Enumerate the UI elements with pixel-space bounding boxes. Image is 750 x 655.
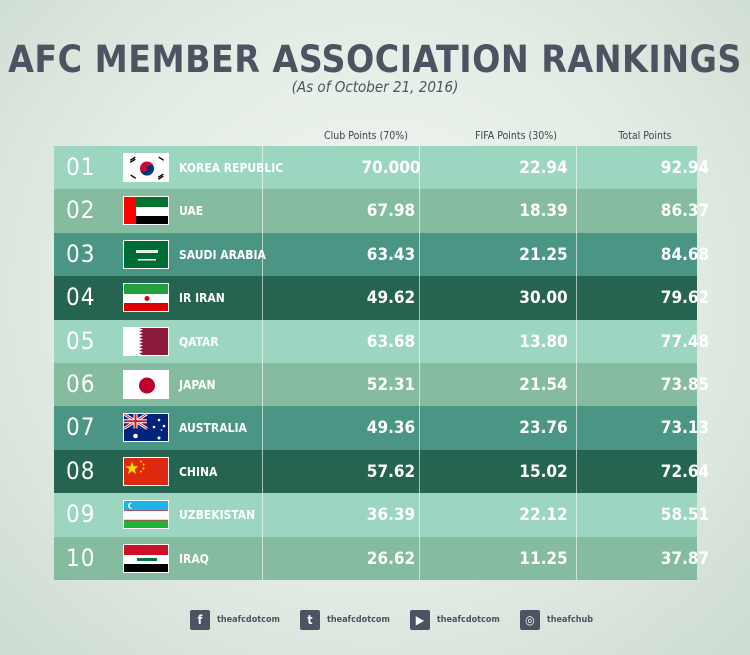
club-points-value: 57.62 [366,461,416,482]
social-handle: theafcdotcom [436,615,500,625]
club-points-value: 49.62 [366,288,416,309]
country-name: UAE [179,204,204,219]
country-name: KOREA REPUBLIC [179,161,284,175]
social-link[interactable]: f theafcdotcom [190,610,280,630]
ranking-row: 03 SAUDI ARABIA 63.43 21.25 84.68 [54,232,709,277]
social-link[interactable]: ◎ theafchub [519,610,594,630]
saudi-flag [123,239,169,269]
instagram-icon: ◎ [519,610,540,630]
fifa-points-value: 22.12 [519,505,568,526]
fifa-points-value: 23.76 [519,418,568,439]
country-name: UZBEKISTAN [179,508,256,523]
social-handle: theafcdotcom [326,615,390,625]
social-link[interactable]: t theafcdotcom [299,610,390,630]
ranking-row: 05 QATAR 63.68 13.80 77.48 [54,319,709,363]
rank-number: 02 [66,196,96,225]
club-points-value: 36.39 [366,505,416,526]
rank-number: 06 [66,370,96,398]
club-points-value: 52.31 [366,375,416,395]
club-points-value: 63.43 [366,244,416,265]
country-name: JAPAN [179,378,216,392]
iran-flag [123,283,169,313]
youtube-icon: ▶ [409,610,430,630]
total-points-value: 73.13 [660,418,710,439]
china-flag [123,456,169,486]
fifa-points-value: 13.80 [519,331,568,352]
country-name: SAUDI ARABIA [179,247,266,262]
rankings-table: 01 KOREA REPUBLIC 70.000 22.94 92.94 02 UAE 67.… [54,146,709,580]
australia-flag [123,413,169,443]
country-name: CHINA [179,464,218,479]
column-header-club-points: Club Points (70%) [324,130,408,142]
column-divider [419,146,420,580]
ranking-row: 08 CHINA 57.62 15.02 72.64 [54,449,709,494]
social-handle: theafcdotcom [217,615,280,625]
uzbekistan-flag [123,500,169,530]
total-points-value: 73.85 [660,375,710,395]
rank-number: 07 [66,413,96,442]
rank-number: 05 [66,326,96,355]
total-points-value: 37.87 [660,548,710,569]
ranking-row: 07 AUSTRALIA 49.36 23.76 73.13 [54,406,709,450]
fifa-points-value: 30.00 [519,288,568,309]
page-subtitle: (As of October 21, 2016) [291,78,459,96]
club-points-value: 67.98 [366,201,416,222]
japan-flag [123,370,169,399]
column-header-total-points: Total Points [618,130,672,142]
total-points-value: 92.94 [660,158,710,178]
rank-number: 09 [66,500,96,529]
total-points-value: 84.68 [660,244,710,265]
column-divider [576,146,577,580]
total-points-value: 77.48 [660,331,710,352]
total-points-value: 58.51 [660,505,710,526]
ranking-row: 09 UZBEKISTAN 36.39 22.12 58.51 [54,493,709,537]
fifa-points-value: 22.94 [519,158,568,178]
club-points-value: 49.36 [366,418,416,439]
facebook-icon: f [190,610,210,630]
country-name: QATAR [179,334,219,349]
rank-number: 08 [66,456,96,485]
fifa-points-value: 21.25 [519,244,568,265]
rank-number: 01 [66,153,96,181]
rank-number: 10 [66,543,96,572]
fifa-points-value: 18.39 [519,201,568,222]
total-points-value: 86.37 [660,201,710,222]
ranking-row: 04 IR IRAN 49.62 30.00 79.62 [54,276,709,320]
club-points-value: 70.000 [361,158,421,178]
fifa-points-value: 21.54 [519,375,568,395]
fifa-points-value: 15.02 [519,461,568,482]
qatar-flag [123,326,169,356]
rank-number: 04 [66,283,96,312]
social-link[interactable]: ▶ theafcdotcom [409,610,500,630]
country-name: IR IRAN [179,291,225,306]
club-points-value: 26.62 [366,548,416,569]
twitter-icon: t [299,610,320,630]
page-title: AFC MEMBER ASSOCIATION RANKINGS [8,38,742,81]
ranking-row: 01 KOREA REPUBLIC 70.000 22.94 92.94 [54,146,709,190]
country-name: IRAQ [179,551,209,566]
social-footer: f theafcdotcom t theafcdotcom ▶ theafcdotcom ◎… [190,609,593,631]
social-handle: theafchub [546,615,594,625]
fifa-points-value: 11.25 [519,548,568,569]
total-points-value: 72.64 [660,461,710,482]
total-points-value: 79.62 [660,288,710,309]
country-name: AUSTRALIA [179,421,247,436]
club-points-value: 63.68 [366,331,416,352]
rank-number: 03 [66,239,96,268]
ranking-row: 06 JAPAN 52.31 21.54 73.85 [54,363,709,407]
column-divider [262,146,263,580]
column-header-fifa-points: FIFA Points (30%) [475,130,557,142]
iraq-flag [123,543,169,573]
uae-flag [123,196,169,226]
ranking-row: 02 UAE 67.98 18.39 86.37 [54,189,709,233]
ranking-row: 10 IRAQ 26.62 11.25 37.87 [54,536,709,580]
korea-flag [123,153,169,182]
